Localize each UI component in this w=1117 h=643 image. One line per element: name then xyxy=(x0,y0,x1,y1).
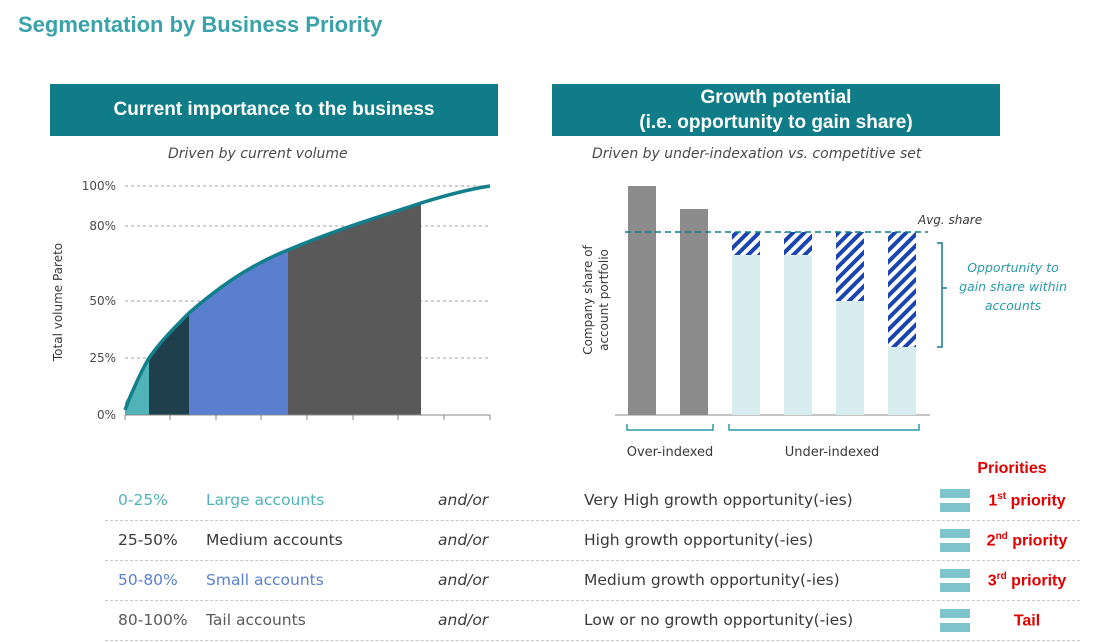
pareto-curve xyxy=(123,184,491,411)
priority-num: 2 xyxy=(986,532,996,550)
y-tick-label-80: 80% xyxy=(89,219,116,233)
left-panel-subtitle: Driven by current volume xyxy=(168,146,348,162)
row-account: Tail accounts xyxy=(206,611,306,629)
row-range: 25-50% xyxy=(118,531,178,549)
bar-gap-1 xyxy=(732,232,760,255)
row-growth: Very High growth opportunity(-ies) xyxy=(584,491,853,509)
segment-table: 0-25% Large accounts and/or Very High gr… xyxy=(105,481,1080,641)
priority-text: Tail xyxy=(1013,612,1041,630)
opportunity-label-line3: accounts xyxy=(985,298,1042,313)
left-panel-header-text: Current importance to the business xyxy=(113,99,435,120)
y-tick-label-100: 100% xyxy=(82,179,116,193)
bar-over-2 xyxy=(680,209,708,415)
priority-bars-icon xyxy=(940,609,970,633)
table-row: 0-25% Large accounts and/or Very High gr… xyxy=(105,481,1080,521)
right-panel-header-line2: (i.e. opportunity to gain share) xyxy=(639,112,913,133)
row-andor: and/or xyxy=(438,611,489,629)
under-indexed-bracket xyxy=(728,424,920,431)
priority-bars-icon xyxy=(940,529,970,553)
row-range: 0-25% xyxy=(118,491,168,509)
priority-num: 1 xyxy=(988,492,998,510)
priority-bars-icon xyxy=(940,489,970,513)
priority-sup: rd xyxy=(996,571,1007,582)
row-andor: and/or xyxy=(438,491,489,509)
right-panel-subtitle: Driven by under-indexation vs. competiti… xyxy=(592,146,922,162)
opportunity-label-line2: gain share within xyxy=(959,279,1067,294)
right-panel-header: Growth potential (i.e. opportunity to ga… xyxy=(552,84,1000,136)
bar-under-2 xyxy=(784,255,812,415)
segment-small xyxy=(189,250,288,415)
table-row: 80-100% Tail accounts and/or Low or no g… xyxy=(105,601,1080,641)
priority-text: priority xyxy=(1006,492,1066,510)
bar-over-1 xyxy=(628,186,656,415)
row-growth: Medium growth opportunity(-ies) xyxy=(584,571,840,589)
priority-text: priority xyxy=(1007,532,1068,550)
row-growth: Low or no growth opportunity(-ies) xyxy=(584,611,854,629)
priority-num: 3 xyxy=(987,572,997,590)
opportunity-bracket xyxy=(937,242,943,348)
priority-label: 1st priority xyxy=(977,491,1077,510)
bar-under-4 xyxy=(888,347,916,415)
row-range: 80-100% xyxy=(118,611,188,629)
left-panel-header: Current importance to the business xyxy=(50,84,498,136)
y-axis-label-line2: account portfolio xyxy=(597,249,611,351)
pareto-chart: 100% 80% 50% 25% 0% Total volume Pareto xyxy=(51,179,491,422)
x-axis-ticks xyxy=(124,415,491,420)
over-indexed-bracket xyxy=(626,424,714,431)
opportunity-label-line1: Opportunity to xyxy=(967,260,1059,275)
segment-tail xyxy=(288,203,421,415)
row-growth: High growth opportunity(-ies) xyxy=(584,531,814,549)
bar-gap-4 xyxy=(888,232,916,347)
priority-label: Tail xyxy=(977,611,1077,630)
priority-sup: st xyxy=(997,491,1007,502)
priority-sup: nd xyxy=(995,531,1008,542)
row-account: Large accounts xyxy=(206,491,325,509)
row-andor: and/or xyxy=(438,571,489,589)
priorities-title: Priorities xyxy=(977,460,1047,477)
row-account: Medium accounts xyxy=(206,531,343,549)
y-tick-label-0: 0% xyxy=(97,408,116,422)
table-row: 25-50% Medium accounts and/or High growt… xyxy=(105,521,1080,561)
bar-gap-2 xyxy=(784,232,812,255)
under-indexed-label: Under-indexed xyxy=(785,445,880,460)
y-tick-label-25: 25% xyxy=(89,351,116,365)
y-tick-label-50: 50% xyxy=(89,294,116,308)
priority-bars-icon xyxy=(940,569,970,593)
y-axis-label: Total volume Pareto xyxy=(51,243,65,362)
priority-label: 3rd priority xyxy=(977,571,1077,590)
table-row: 50-80% Small accounts and/or Medium grow… xyxy=(105,561,1080,601)
priority-label: 2nd priority xyxy=(977,531,1077,550)
priority-text: priority xyxy=(1006,572,1067,590)
right-panel-header-line1: Growth potential xyxy=(700,87,852,108)
bar-gap-3 xyxy=(836,232,864,301)
row-andor: and/or xyxy=(438,531,489,549)
y-axis-label-line1: Company share of xyxy=(581,244,595,354)
share-bar-chart: Company share of account portfolio Avg. … xyxy=(581,186,1067,460)
over-indexed-label: Over-indexed xyxy=(627,445,714,460)
bar-under-3 xyxy=(836,301,864,415)
avg-share-label: Avg. share xyxy=(917,213,982,227)
bar-under-1 xyxy=(732,255,760,415)
row-range: 50-80% xyxy=(118,571,178,589)
segment-medium xyxy=(149,313,189,415)
row-account: Small accounts xyxy=(206,571,324,589)
page-title: Segmentation by Business Priority xyxy=(18,12,383,37)
